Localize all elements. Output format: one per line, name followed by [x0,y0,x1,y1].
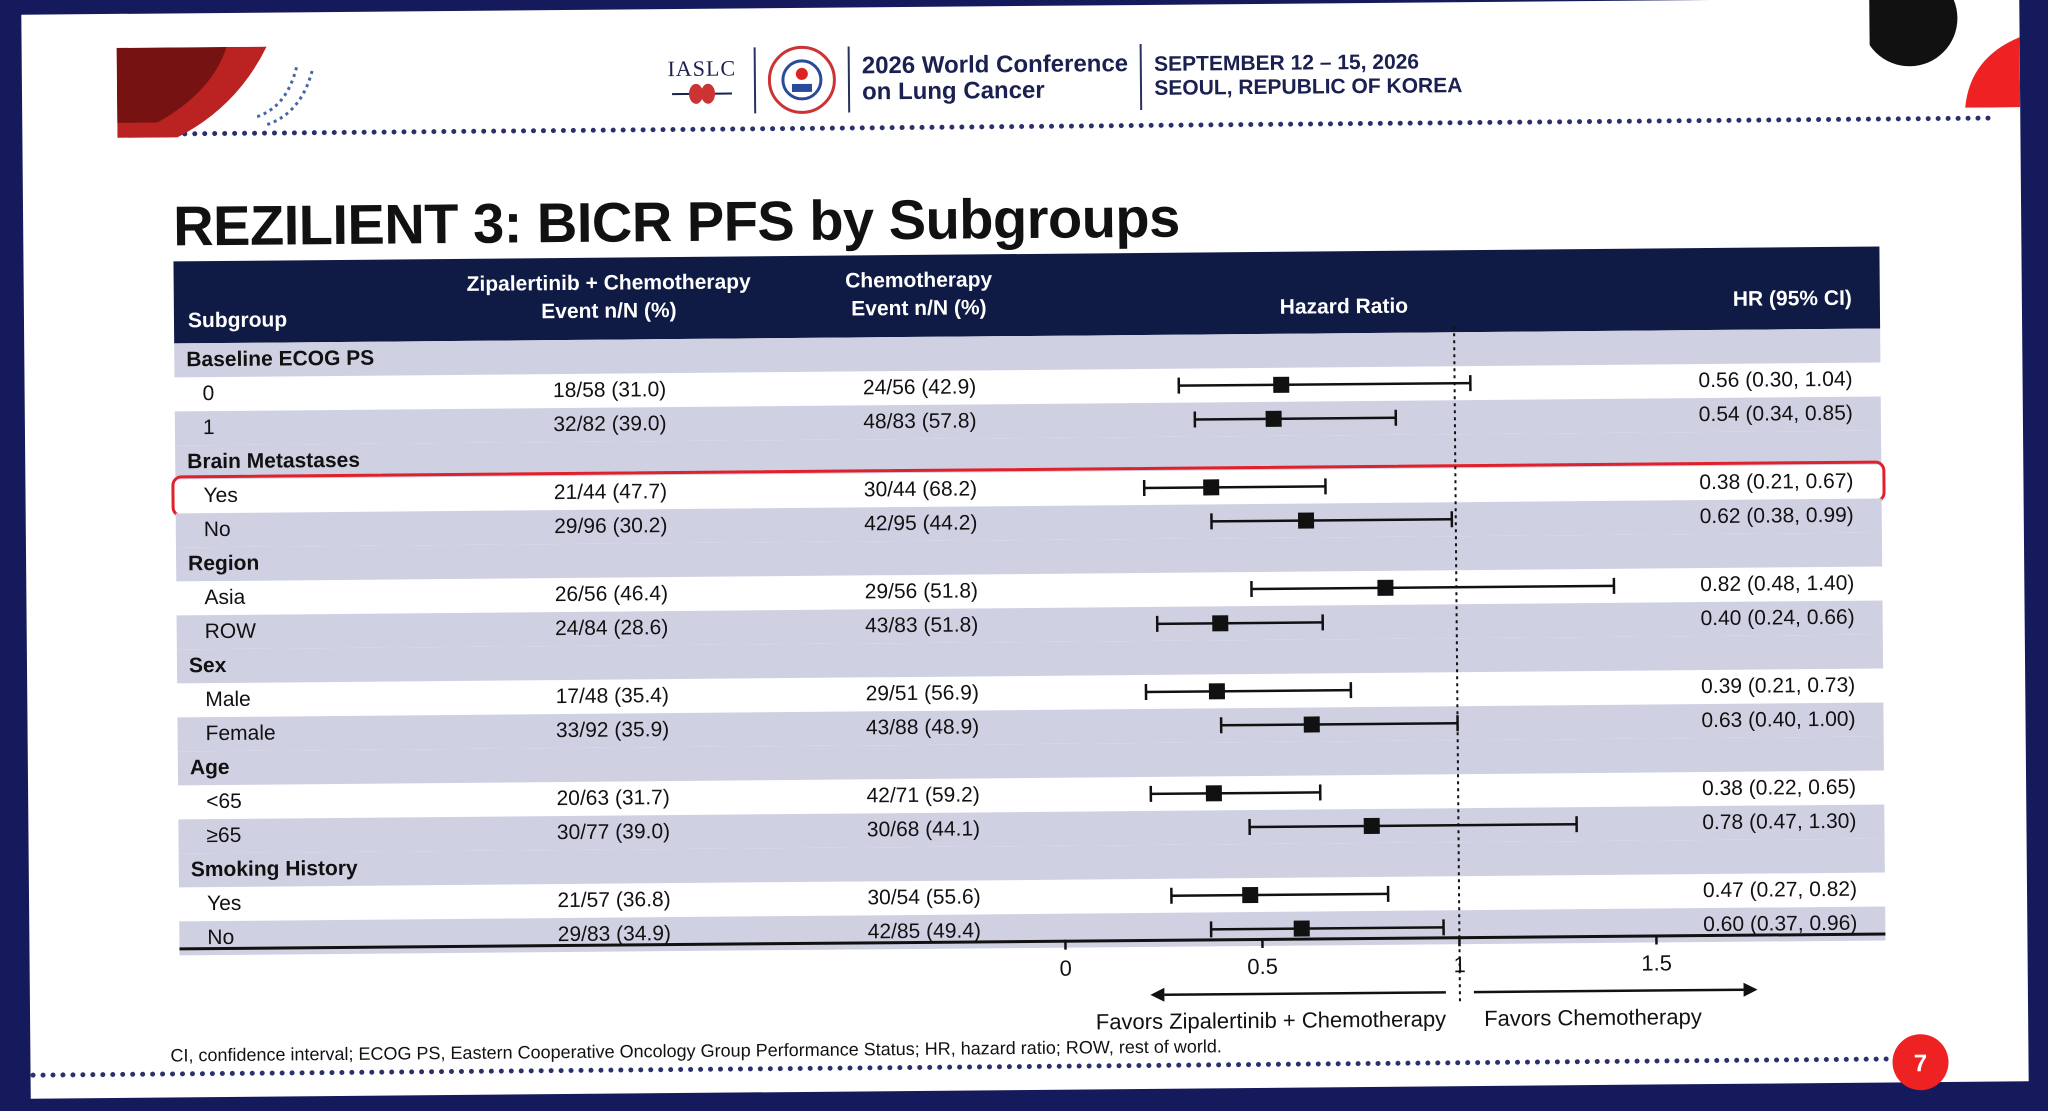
axis-tick-label: 1 [1453,952,1465,977]
header-divider [754,47,757,113]
header-chemotherapy-line2: Event n/N (%) [774,294,1064,325]
favors-right-label: Favors Chemotherapy [1484,1004,1702,1031]
subgroup-label: Asia [204,586,245,610]
arrowhead-right-icon [1744,983,1758,997]
subgroup-label: <65 [206,790,242,814]
favors-left-arrow [1164,992,1445,994]
arrowhead-left-icon [1150,988,1164,1002]
header-zipalertinib-line1: Zipalertinib + Chemotherapy [444,268,774,299]
axis-tick-label: 0 [1059,956,1071,981]
hr-ci-text: 0.82 (0.48, 1.40) [1700,572,1854,597]
zipalertinib-events: 33/92 (35.9) [467,717,757,744]
subgroup-label: Yes [203,484,237,508]
header-zipalertinib-line2: Event n/N (%) [444,296,774,327]
chemotherapy-events: 43/88 (48.9) [777,715,1067,742]
chemotherapy-events: 29/51 (56.9) [777,681,1067,708]
zipalertinib-events: 17/48 (35.4) [467,683,757,710]
header-hr-ci: HR (95% CI) [1733,285,1852,314]
subgroup-label: Yes [207,892,241,916]
conference-dates: SEPTEMBER 12 – 15, 2026 SEOUL, REPUBLIC … [1154,50,1462,101]
subgroup-header-label: Age [190,756,230,780]
subgroup-label: Male [205,688,251,712]
subgroup-label: No [204,518,231,542]
header-zipalertinib: Zipalertinib + Chemotherapy Event n/N (%… [444,268,774,327]
conference-line1: 2026 World Conference [862,51,1129,79]
favors-left-label: Favors Zipalertinib + Chemotherapy [1096,1006,1447,1034]
axis-tick-label: 0.5 [1247,954,1278,979]
subgroup-header-label: Baseline ECOG PS [186,347,374,373]
chemotherapy-events: 30/54 (55.6) [779,885,1069,912]
subgroup-header-label: Brain Metastases [187,449,360,475]
zipalertinib-events: 20/63 (31.7) [468,785,758,812]
table-body: Baseline ECOG PS 0 18/58 (31.0) 24/56 (42.9… [174,329,1885,956]
zipalertinib-events: 21/57 (36.8) [469,887,759,914]
chemotherapy-events: 48/83 (57.8) [775,409,1065,436]
chemotherapy-events: 24/56 (42.9) [774,375,1064,402]
subgroup-header-label: Sex [189,654,227,678]
favors-right-arrow [1474,990,1744,992]
hr-ci-text: 0.39 (0.21, 0.73) [1701,674,1855,699]
subgroup-label: Female [205,722,275,747]
forest-table: Subgroup Zipalertinib + Chemotherapy Eve… [173,247,1885,956]
hr-ci-text: 0.38 (0.22, 0.65) [1702,776,1856,801]
slide-title: REZILIENT 3: BICR PFS by Subgroups [173,185,1180,259]
hr-ci-text: 0.38 (0.21, 0.67) [1699,470,1853,495]
header-hazard-ratio: Hazard Ratio [1174,292,1514,323]
hazard-ratio-axis: 0 0.5 1 1.5 Favors Zipalertinib + Chemothera… [29,931,2028,1048]
hr-ci-text: 0.56 (0.30, 1.04) [1698,368,1852,393]
header-chemotherapy: Chemotherapy Event n/N (%) [774,266,1064,325]
zipalertinib-events: 24/84 (28.6) [467,615,757,642]
conference-location: SEOUL, REPUBLIC OF KOREA [1154,74,1462,101]
iaslc-text: IASLC [667,56,736,83]
hr-ci-text: 0.63 (0.40, 1.00) [1701,708,1855,733]
header-decoration-left [117,46,348,138]
subgroup-label: 1 [203,416,215,440]
conference-line2: on Lung Cancer [862,77,1129,105]
header-divider [848,47,851,113]
conference-seal-icon [768,46,837,115]
zipalertinib-events: 29/96 (30.2) [466,513,756,540]
table-header: Subgroup Zipalertinib + Chemotherapy Eve… [173,247,1880,344]
hr-ci-text: 0.40 (0.24, 0.66) [1700,606,1854,631]
hr-ci-text: 0.54 (0.34, 0.85) [1699,402,1853,427]
lungs-icon [672,82,732,107]
slide: IASLC 2026 World Conference on Lung Canc… [21,0,2028,1099]
iaslc-logo: IASLC [662,55,742,106]
zipalertinib-events: 18/58 (31.0) [465,377,755,404]
header-decoration-right [1869,0,2020,109]
conference-header: IASLC 2026 World Conference on Lung Canc… [662,38,1463,117]
subgroup-label: ≥65 [206,824,241,848]
hr-ci-text: 0.47 (0.27, 0.82) [1703,878,1857,903]
zipalertinib-events: 32/82 (39.0) [465,411,755,438]
zipalertinib-events: 26/56 (46.4) [466,581,756,608]
subgroup-label: 0 [203,382,215,406]
hr-ci-text: 0.78 (0.47, 1.30) [1702,810,1856,835]
hr-ci-text: 0.62 (0.38, 0.99) [1700,504,1854,529]
conference-date-text: SEPTEMBER 12 – 15, 2026 [1154,50,1462,77]
zipalertinib-events: 21/44 (47.7) [465,479,755,506]
chemotherapy-events: 29/56 (51.8) [776,579,1066,606]
chemotherapy-events: 42/71 (59.2) [778,783,1068,810]
subgroup-label: ROW [205,620,257,644]
subgroup-header-label: Smoking History [191,857,358,882]
header-dotted-rule [172,116,1992,137]
chemotherapy-events: 43/83 (51.8) [777,613,1067,640]
conference-name: 2026 World Conference on Lung Cancer [862,51,1129,105]
chemotherapy-events: 30/68 (44.1) [778,817,1068,844]
header-chemotherapy-line1: Chemotherapy [774,266,1064,297]
header-divider [1140,44,1143,110]
chemotherapy-events: 42/95 (44.2) [776,511,1066,538]
page-number: 7 [1892,1034,1948,1090]
header-subgroup: Subgroup [188,306,287,335]
chemotherapy-events: 30/44 (68.2) [775,477,1065,504]
zipalertinib-events: 30/77 (39.0) [468,819,758,846]
subgroup-header-label: Region [188,552,259,577]
axis-tick-label: 1.5 [1641,950,1672,975]
